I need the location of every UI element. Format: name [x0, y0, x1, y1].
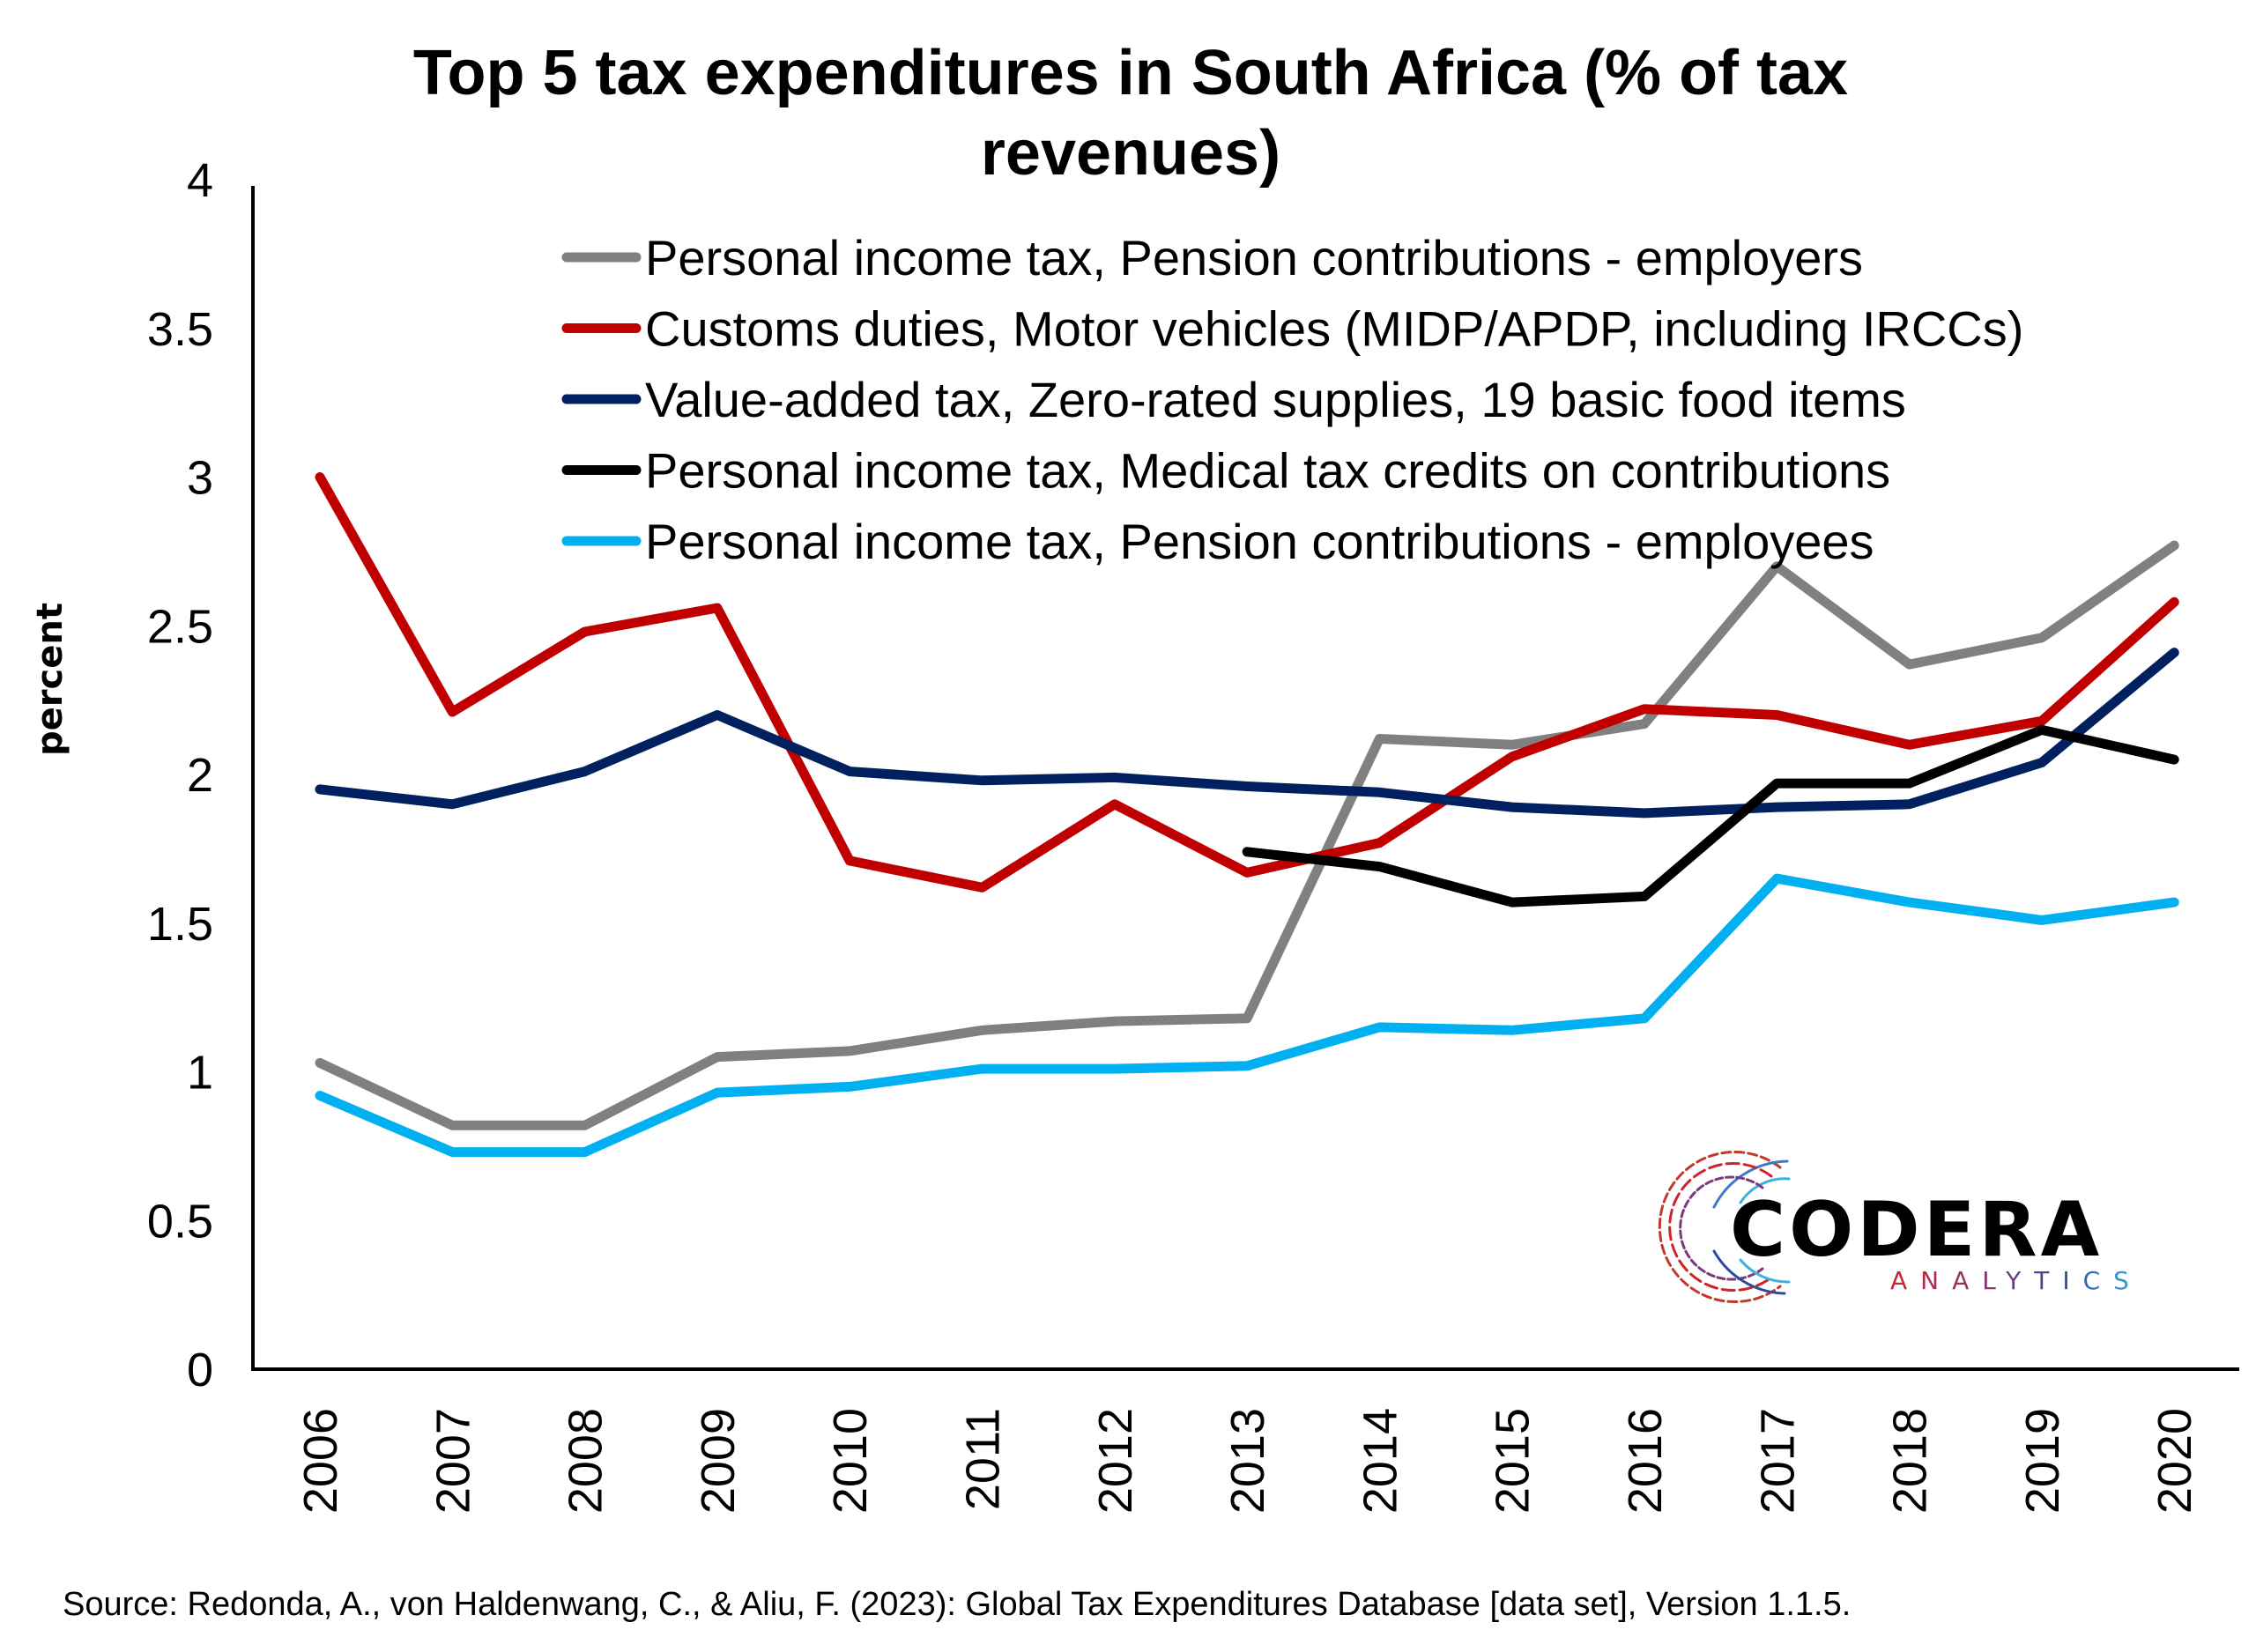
x-tick-label: 2014 [1354, 1408, 1406, 1514]
x-tick-label: 2019 [2016, 1408, 2069, 1514]
chart-title-line-2: revenues) [981, 118, 1280, 189]
series-line-1 [315, 540, 2179, 1130]
legend: Personal income tax, Pension contributio… [561, 230, 2023, 569]
x-tick-label: 2011 [957, 1408, 1010, 1510]
source-note: Source: Redonda, A., von Haldenwang, C.,… [63, 1586, 1851, 1623]
x-tick-label: 2009 [692, 1408, 745, 1514]
y-tick-label: 2 [187, 749, 213, 802]
x-tick-label: 2007 [427, 1408, 479, 1514]
x-tick-label: 2020 [2148, 1408, 2201, 1514]
y-tick-label: 0 [187, 1344, 213, 1396]
series-line-5 [315, 873, 2179, 1158]
y-tick-label: 2.5 [147, 600, 213, 653]
y-tick-label: 1.5 [147, 898, 213, 951]
logo-wordmark: CODERA [1730, 1186, 2103, 1274]
y-tick-label: 1 [187, 1047, 213, 1100]
series-line-4 [1242, 724, 2179, 907]
chart-title-line-1: Top 5 tax expenditures in South Africa (… [413, 38, 1848, 108]
y-tick-label: 3.5 [147, 303, 213, 356]
legend-label: Value-added tax, Zero-rated supplies, 19… [645, 372, 1906, 427]
series-lines [315, 472, 2179, 1158]
x-tick-label: 2010 [824, 1408, 877, 1514]
legend-label: Personal income tax, Medical tax credits… [645, 443, 1890, 499]
y-tick-label: 3 [187, 452, 213, 505]
x-tick-labels: 2006 2007 2008 2009 2010 2011 2012 2013 2014 2015… [294, 1408, 2201, 1514]
logo-tagline: ANALYTICS [1890, 1266, 2142, 1295]
x-tick-label: 2013 [1221, 1408, 1274, 1514]
series-line-2 [315, 472, 2179, 893]
legend-label: Personal income tax, Pension contributio… [645, 230, 1863, 285]
x-tick-label: 2018 [1884, 1408, 1937, 1514]
x-tick-label: 2017 [1751, 1408, 1804, 1514]
x-tick-label: 2016 [1619, 1408, 1672, 1514]
x-tick-label: 2015 [1487, 1408, 1540, 1514]
codera-logo: CODERA ANALYTICS [1658, 1151, 2142, 1303]
x-tick-label: 2006 [294, 1408, 347, 1514]
y-tick-label: 0.5 [147, 1195, 213, 1248]
x-tick-label: 2012 [1089, 1408, 1142, 1514]
legend-label: Personal income tax, Pension contributio… [645, 514, 1874, 569]
y-axis-label: percent [30, 603, 70, 756]
legend-label: Customs duties, Motor vehicles (MIDP/APD… [645, 301, 2023, 357]
circuit-arc-icon [1658, 1151, 1791, 1303]
y-tick-label: 4 [187, 154, 213, 207]
series-line-3 [315, 648, 2179, 819]
x-tick-label: 2008 [560, 1408, 612, 1514]
y-tick-labels: 0 0.5 1 1.5 2 2.5 3 3.5 4 [147, 154, 213, 1396]
